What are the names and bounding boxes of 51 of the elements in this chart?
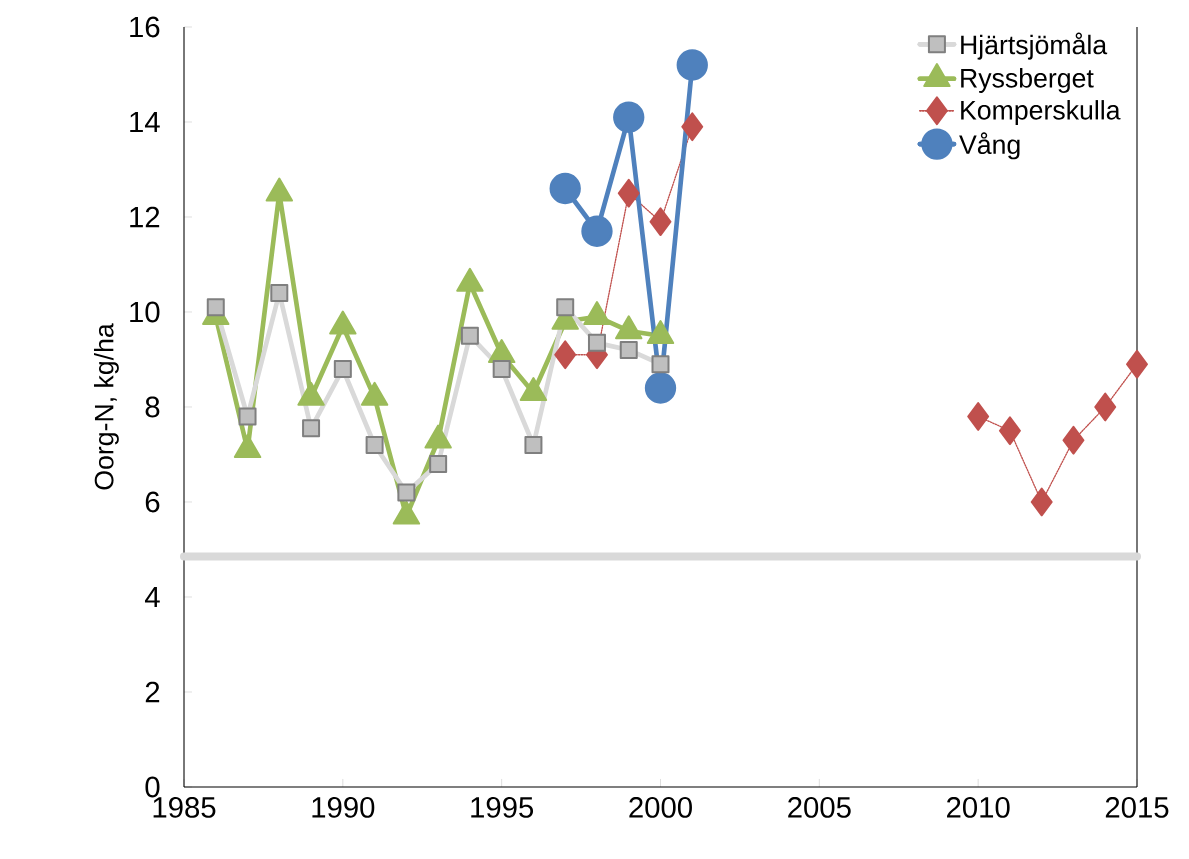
- point: [1030, 487, 1053, 517]
- point: [429, 454, 448, 473]
- point: [617, 178, 640, 208]
- point: [1094, 392, 1117, 422]
- point: [998, 416, 1021, 446]
- legend-label: Hjärtsjömåla: [961, 32, 1108, 60]
- point: [492, 359, 511, 378]
- point: [460, 326, 479, 345]
- point: [581, 215, 613, 247]
- point: [549, 172, 581, 205]
- x-tick-label: 1990: [312, 797, 375, 818]
- point: [302, 419, 321, 438]
- point: [644, 372, 677, 404]
- y-tick-label: 0: [145, 776, 160, 798]
- point: [967, 402, 990, 431]
- legend-label: Komperskulla: [961, 100, 1121, 125]
- point: [613, 101, 645, 133]
- legend-label: Ryssberget: [961, 68, 1094, 93]
- y-axis-title: Oorg-N, kg/ha: [93, 323, 119, 490]
- y-tick-label: 6: [145, 491, 160, 513]
- x-tick-label: 1995: [471, 797, 534, 818]
- x-tick-label: 2010: [947, 797, 1010, 818]
- point: [681, 112, 704, 142]
- point: [619, 340, 638, 359]
- point: [651, 355, 670, 374]
- point: [333, 359, 352, 378]
- y-tick-label: 2: [145, 681, 160, 703]
- point: [556, 298, 575, 317]
- point: [649, 207, 672, 237]
- point: [206, 298, 225, 317]
- x-tick-label: 2005: [788, 797, 851, 818]
- y-tick-label: 16: [130, 16, 160, 38]
- point: [524, 435, 543, 454]
- point: [238, 407, 257, 426]
- y-tick-label: 4: [144, 586, 160, 608]
- point: [1062, 425, 1085, 455]
- point: [676, 49, 708, 81]
- x-tick-label: 2000: [629, 797, 692, 818]
- point: [1126, 349, 1148, 379]
- y-tick-label: 10: [130, 301, 160, 323]
- point: [587, 333, 606, 352]
- x-tick-label: 2015: [1105, 797, 1169, 818]
- point: [270, 283, 289, 302]
- point: [554, 340, 577, 370]
- point: [397, 483, 416, 502]
- y-tick-label: 12: [130, 206, 160, 228]
- y-tick-label: 8: [145, 396, 160, 418]
- legend-label: Vång: [959, 132, 1020, 160]
- x-tick-label: 1985: [153, 797, 216, 818]
- y-tick-label: 14: [130, 111, 160, 133]
- point: [365, 435, 384, 454]
